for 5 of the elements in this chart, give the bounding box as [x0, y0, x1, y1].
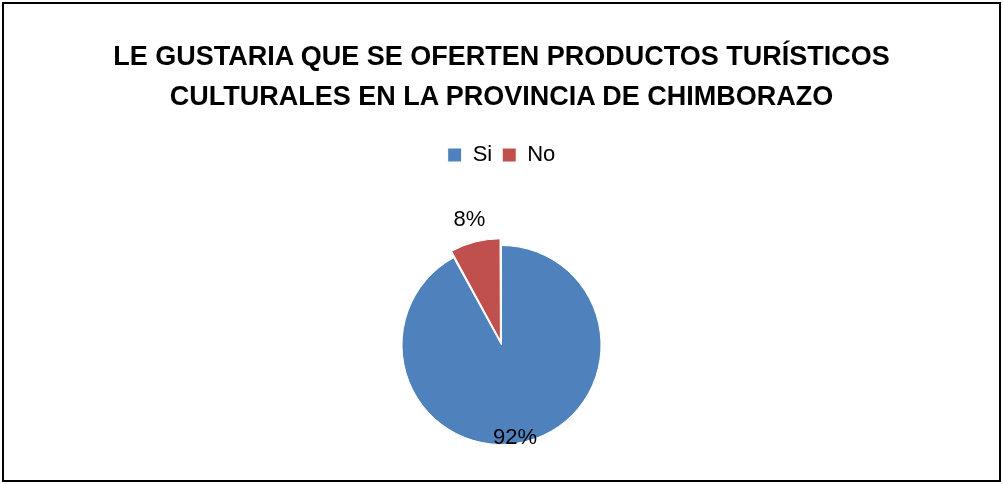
data-label: 8% — [453, 205, 486, 231]
chart-title: LE GUSTARIA QUE SE OFERTEN PRODUCTOS TURÍSTICOS CULTURALES EN LA PROVINCIA DE CHIMBORAZO — [112, 39, 891, 113]
legend-label: No — [527, 141, 556, 167]
legend-label: Si — [472, 141, 493, 167]
data-label: 92% — [493, 424, 538, 450]
